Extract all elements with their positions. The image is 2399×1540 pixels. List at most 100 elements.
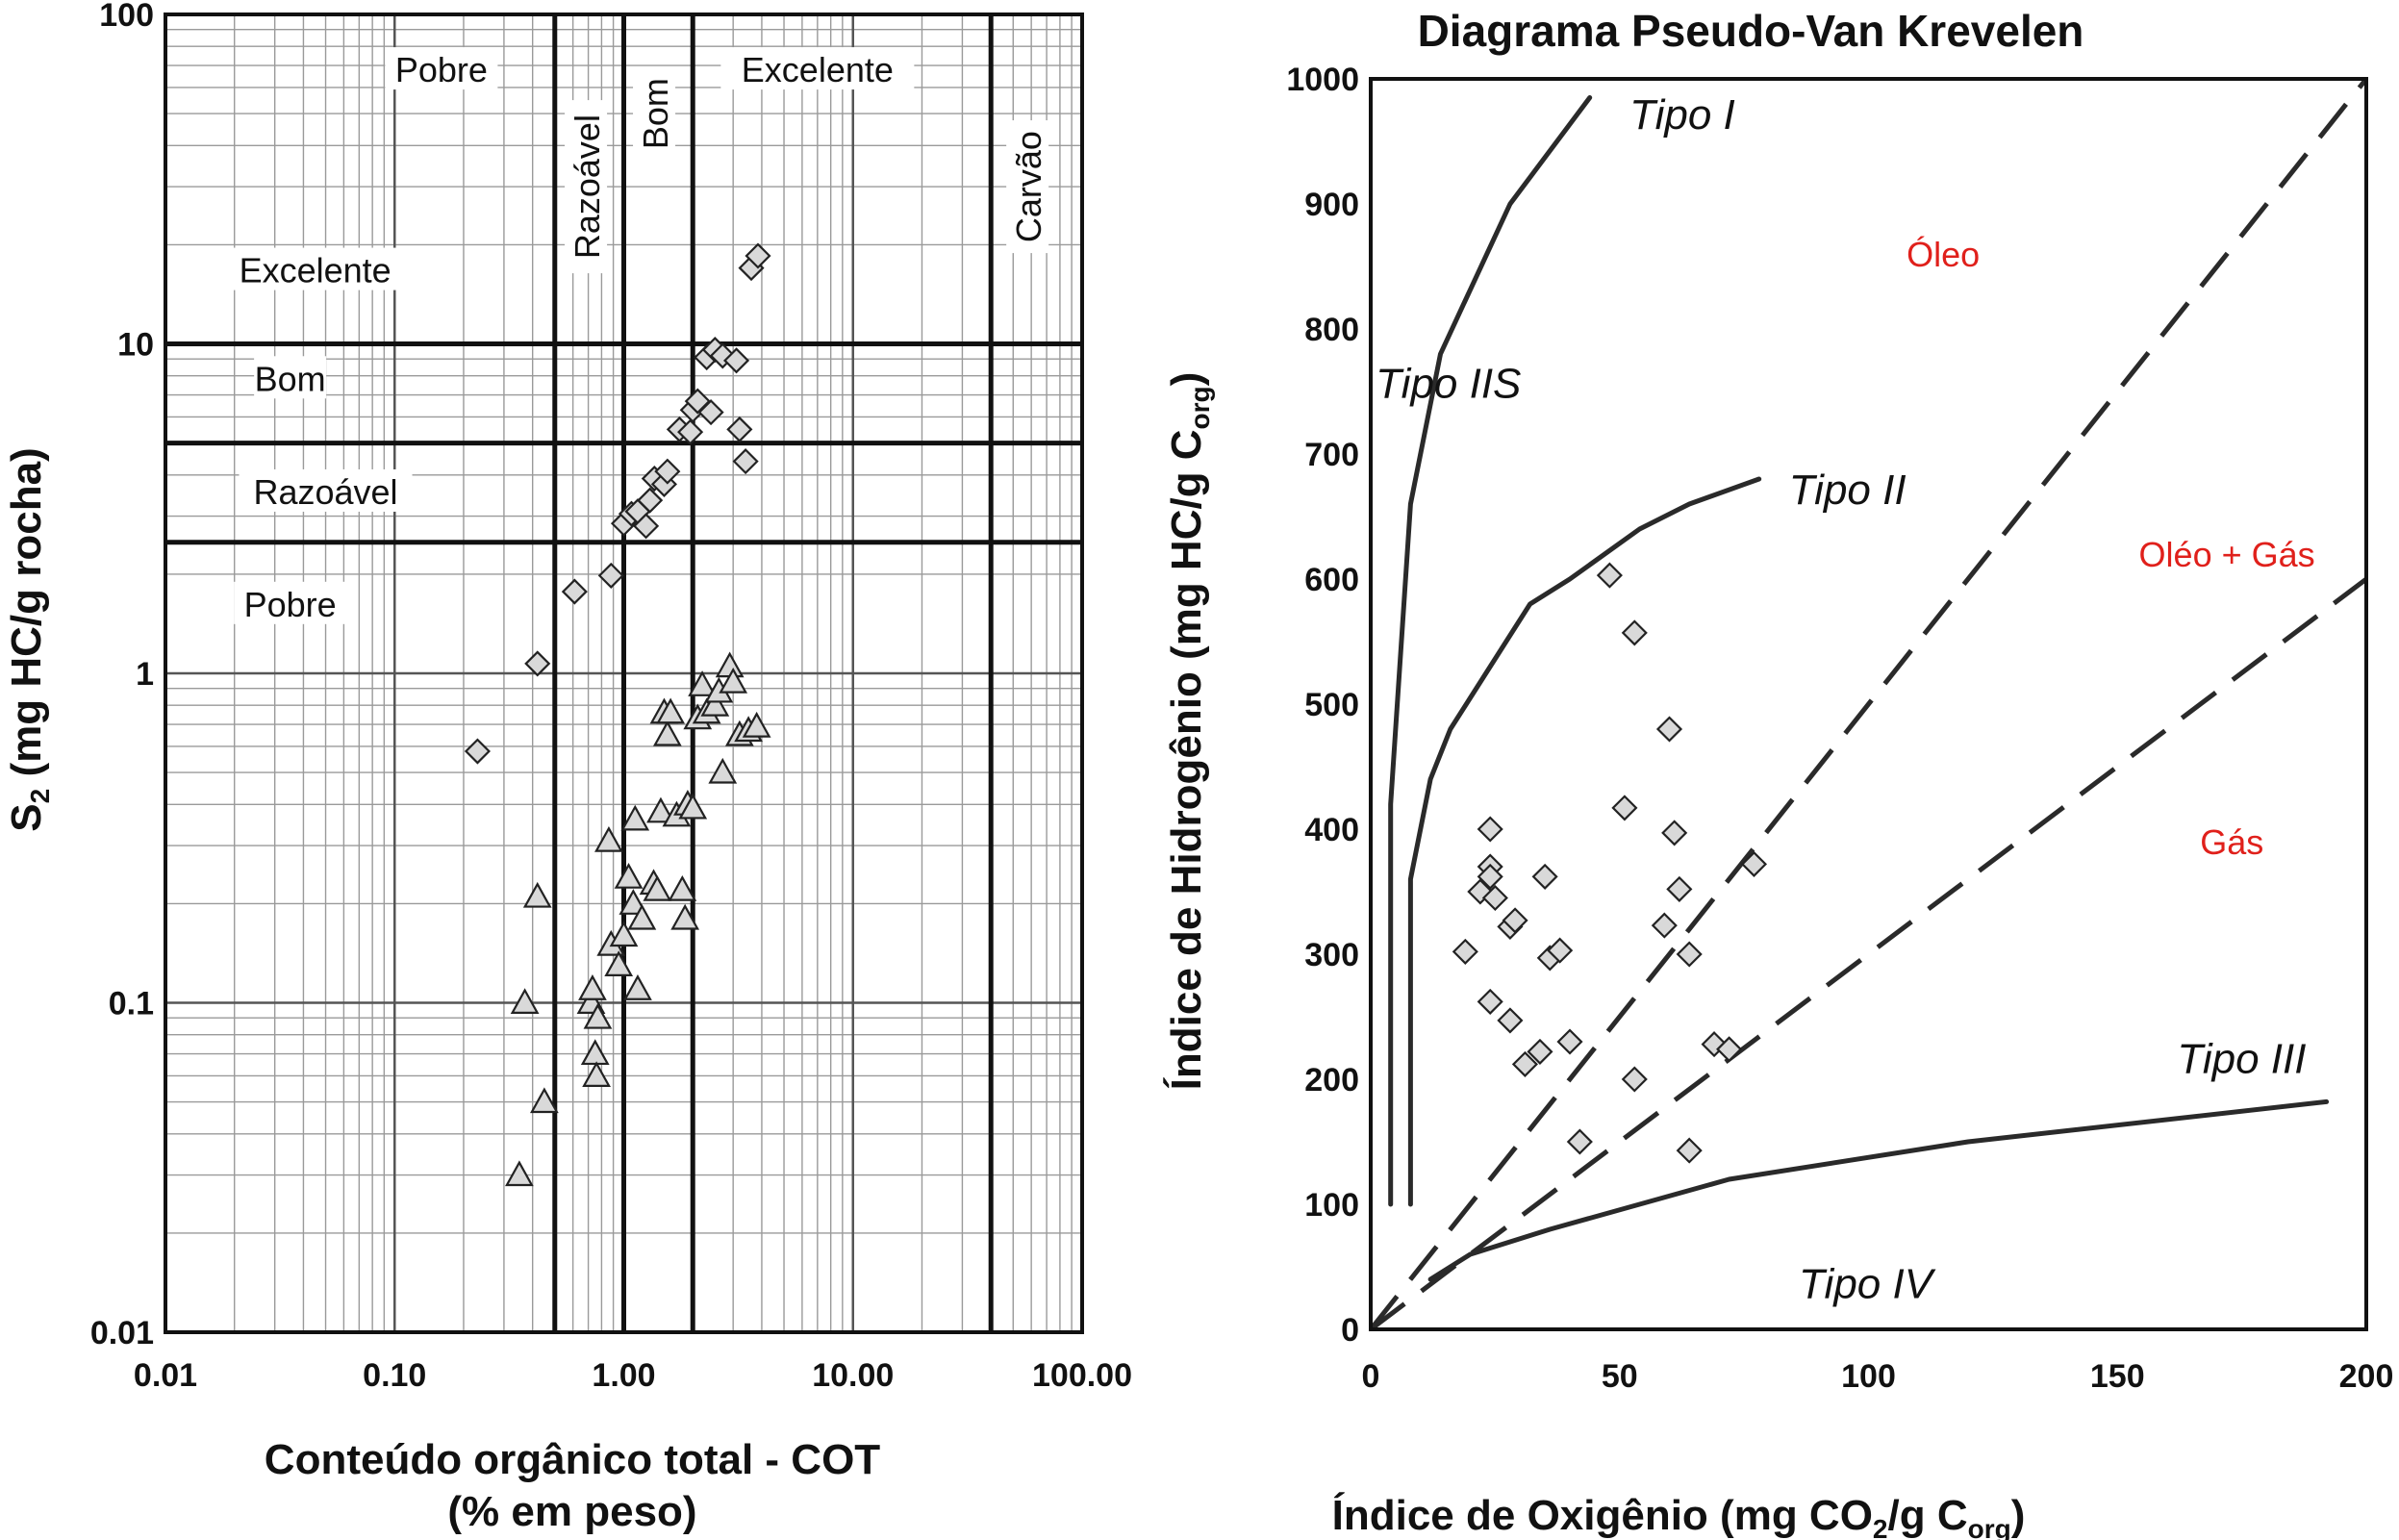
right-y-tick-label: 900 (1304, 187, 1359, 223)
left-triangle-point (708, 757, 738, 784)
left-triangle-point (670, 903, 700, 930)
left-triangle-point (620, 804, 650, 831)
left-triangle-point (604, 950, 634, 976)
left-region-label-text: Pobre (395, 50, 488, 89)
left-x-tick-label: 10.00 (812, 1357, 894, 1394)
left-y-tick-label: 1 (136, 656, 154, 693)
right-x-title-main: Índice de Oxigênio (mg CO (1332, 1491, 1873, 1539)
right-dashed-lines (1369, 77, 2368, 1331)
right-y-title-sub: org (1185, 386, 1215, 429)
left-triangle-point (700, 690, 730, 717)
right-curve-and-zone-labels: Tipo I Tipo IIS Tipo II Tipo III Tipo IV Óleo… (1376, 91, 2314, 1308)
left-triangle-point (583, 1002, 613, 1029)
left-triangle-point (580, 1039, 610, 1066)
right-curve-label: Tipo I (1629, 91, 1735, 139)
left-x-axis-title-line2: (% em peso) (447, 1488, 696, 1535)
right-diamond-point (1497, 1007, 1524, 1034)
right-diamond-point (1666, 875, 1693, 902)
right-y-tick-label: 600 (1304, 562, 1359, 598)
left-diamond-point (633, 513, 660, 540)
left-triangle-point (627, 903, 657, 930)
right-diamond-point (1511, 1050, 1538, 1077)
right-chart-title: Diagrama Pseudo-Van Krevelen (1418, 6, 2084, 56)
left-diamond-point (464, 738, 491, 765)
right-diamond-point (1477, 863, 1503, 890)
left-diamond-point (524, 650, 551, 677)
right-diamond-point (1502, 907, 1528, 934)
right-diamond-point (1556, 1028, 1583, 1055)
left-y-tick-label: 100 (99, 0, 154, 34)
left-region-label-bg (720, 47, 915, 90)
right-type-curve (1388, 95, 1593, 1207)
left-region-label-text: Bom (255, 359, 326, 398)
left-triangle-point (609, 921, 639, 947)
right-y-title-end: ) (1163, 372, 1210, 387)
left-triangle-point (619, 889, 648, 915)
right-type-curve (1427, 1098, 2330, 1282)
right-y-axis-title: Índice de Hidrogênio (mg HC/g Corg) (1162, 372, 1215, 1091)
left-triangle-point (623, 974, 652, 1000)
right-x-tick-label: 150 (2090, 1358, 2145, 1395)
van-krevelen-chart: Diagrama Pseudo-Van Krevelen Tipo I Tipo … (1162, 6, 2393, 1540)
right-y-tick-label: 500 (1304, 687, 1359, 723)
left-region-label-bg (254, 356, 327, 399)
left-triangle-point (505, 1160, 534, 1187)
left-region-labels: Pobre Razoável Bom Excelente Carvão Excelente… (218, 47, 1049, 624)
left-classification-boundaries (165, 14, 1082, 1332)
left-region-label-bg (633, 77, 676, 150)
right-diamond-point (1527, 1038, 1553, 1065)
left-region-label-bg (239, 468, 413, 512)
left-region-label-bg (385, 47, 498, 90)
right-diamond-point (1676, 1137, 1703, 1164)
left-diamond-point (677, 418, 704, 445)
right-y-tick-label: 0 (1341, 1312, 1359, 1349)
right-plot-frame (1369, 77, 2368, 1331)
right-x-tick-label: 50 (1602, 1358, 1638, 1395)
left-diamond-point (654, 458, 681, 485)
right-diamond-point (1740, 850, 1768, 877)
left-region-label-bg (565, 100, 608, 274)
left-top-region-label: Pobre (385, 47, 498, 90)
left-diamond-point (723, 347, 750, 374)
left-diamond-point (637, 487, 664, 514)
right-x-tick-label: 0 (1362, 1358, 1380, 1395)
left-side-region-label: Excelente (218, 247, 413, 290)
right-diamond-point (1481, 884, 1508, 912)
left-side-region-label: Pobre (234, 581, 347, 624)
right-curve-label: Tipo IV (1799, 1261, 1936, 1308)
left-top-region-label: Bom (633, 77, 676, 150)
left-top-region-label: Razoável (565, 100, 608, 274)
left-region-label-text: Razoável (253, 472, 397, 512)
right-diamond-point (1661, 820, 1688, 846)
left-triangle-point (594, 825, 623, 852)
left-region-label-text: Carvão (1009, 131, 1048, 242)
left-triangle-point (688, 670, 717, 696)
right-y-tick-label: 800 (1304, 312, 1359, 348)
right-curve-label: Tipo III (2177, 1036, 2306, 1083)
right-diamond-point (1477, 988, 1503, 1015)
right-type-curve (1407, 476, 1762, 1207)
right-y-tick-label: 700 (1304, 437, 1359, 473)
right-tick-labels: 0 50 100 150 200 0 100 200 300 400 500 600 700 800 900… (1286, 62, 2393, 1395)
right-x-title-mid: /g C (1888, 1492, 1968, 1539)
left-triangle-point (530, 1087, 559, 1114)
left-x-tick-label: 100.00 (1032, 1357, 1132, 1394)
left-triangle-point (643, 874, 672, 901)
left-triangle-point (522, 881, 552, 908)
right-dashed-line (1369, 77, 2368, 1331)
right-diamond-point (1547, 937, 1574, 964)
left-y-title-sub: 2 (25, 789, 55, 804)
left-x-tick-label: 0.01 (134, 1357, 197, 1394)
left-triangle-point (715, 651, 745, 678)
left-x-tick-label: 1.00 (592, 1357, 655, 1394)
right-diamond-point (1655, 716, 1683, 743)
left-x-tick-label: 0.10 (363, 1357, 426, 1394)
left-side-region-label: Razoável (239, 468, 413, 512)
cot-s2-chart: Pobre Razoável Bom Excelente Carvão Excelente… (3, 0, 1132, 1535)
right-type-curves (1388, 95, 2330, 1282)
right-y-tick-label: 200 (1304, 1062, 1359, 1098)
left-diamond-point (726, 416, 753, 442)
right-zone-label: Gás (2200, 822, 2263, 862)
left-diamond-point (561, 578, 588, 605)
right-x-tick-label: 200 (2339, 1358, 2394, 1395)
